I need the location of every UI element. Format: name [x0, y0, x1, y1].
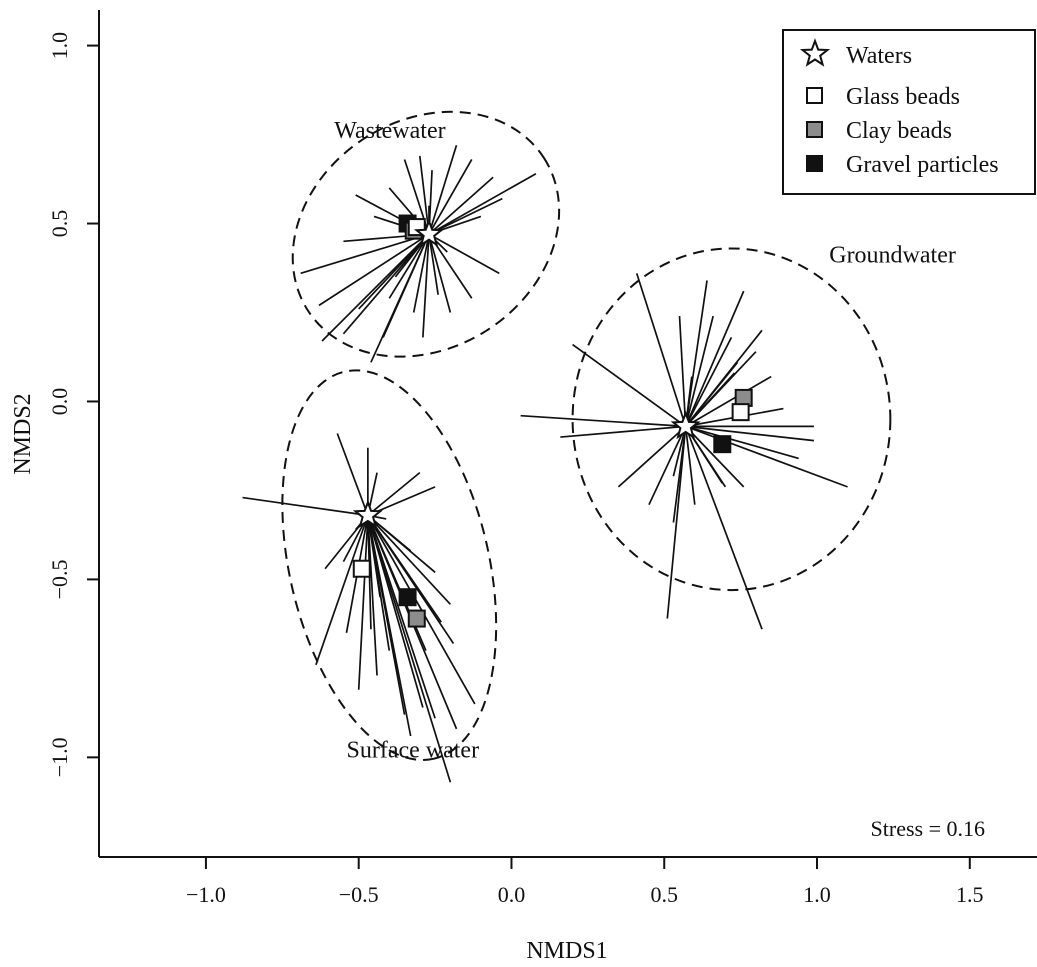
surface-water-spoke [242, 496, 368, 517]
surface-water-waters-star-marker [352, 499, 383, 529]
groundwater-spoke [684, 337, 733, 427]
legend-star-icon [799, 38, 831, 67]
spokes-layer [242, 144, 848, 783]
groundwater-spoke [678, 316, 687, 427]
groundwater-spoke [572, 343, 687, 428]
x-tick-label: 1.0 [803, 882, 831, 907]
surface-water-clay-beads-marker [407, 609, 426, 628]
wastewater-ellipse [291, 110, 561, 358]
groundwater-spoke [672, 426, 687, 523]
groundwater-spoke [685, 425, 815, 442]
surface-water-ellipse [281, 369, 498, 761]
centroids-layer [352, 214, 753, 628]
surface-water-spoke [367, 515, 427, 651]
wastewater-spoke [428, 159, 473, 235]
surface-water-spoke [367, 514, 451, 605]
groundwater-spoke [617, 425, 687, 488]
groundwater-spoke [685, 425, 848, 488]
wastewater-spoke [422, 234, 430, 338]
group-label-groundwater: Groundwater [829, 243, 956, 269]
wastewater-spoke [428, 197, 503, 235]
wastewater-spoke [382, 233, 430, 338]
groundwater-ellipse [571, 247, 892, 592]
groundwater-waters-star-marker [670, 410, 701, 440]
surface-water-spoke [367, 515, 412, 737]
legend-label-clay-beads: Clay beads [846, 118, 952, 144]
surface-water-spoke [357, 515, 369, 690]
groundwater-spoke [666, 426, 687, 619]
legend-star-shape [799, 38, 831, 67]
y-tick-label: 1.0 [47, 32, 72, 60]
y-tick-label: 0.5 [47, 210, 72, 238]
groundwater-spoke [684, 315, 714, 427]
x-tick-label: −0.5 [339, 882, 379, 907]
y-tick-label: 0.0 [47, 388, 72, 416]
wastewater-waters-star-marker [413, 218, 444, 247]
legend-label-waters: Waters [846, 43, 912, 69]
wastewater-spoke [428, 144, 458, 235]
wastewater-spoke [428, 176, 494, 235]
groundwater-spoke [520, 414, 686, 428]
groundwater-spoke [685, 375, 772, 428]
legend-label-glass-beads: Glass beads [846, 84, 960, 110]
legend-square-white-icon [806, 87, 823, 104]
surface-water-spoke [315, 515, 369, 666]
x-tick-label: 1.5 [956, 882, 984, 907]
wastewater-spoke [428, 233, 500, 275]
x-tick-label: 0.0 [498, 882, 526, 907]
wastewater-spoke [318, 233, 430, 307]
x-axis-title: NMDS1 [526, 938, 607, 964]
wastewater-spoke [428, 172, 537, 235]
groundwater-spoke [672, 426, 687, 477]
wastewater-spoke [428, 233, 452, 313]
wastewater-spoke [412, 234, 430, 313]
group-label-wastewater: Wastewater [334, 118, 445, 144]
groundwater-spoke [635, 273, 687, 427]
surface-water-spoke [367, 514, 442, 623]
groundwater-spoke [685, 425, 745, 488]
groundwater-spoke [684, 426, 696, 505]
y-tick-label: −1.0 [47, 737, 72, 777]
group-label-surface-water: Surface water [346, 737, 479, 763]
groundwater-spoke [648, 426, 687, 506]
groundwater-spoke [560, 425, 686, 438]
y-tick-label: −0.5 [47, 559, 72, 599]
surface-water-spoke [367, 515, 391, 651]
surface-water-glass-beads-marker [352, 559, 371, 578]
surface-water-gravel-particles-marker [398, 588, 417, 607]
surface-water-spoke [336, 433, 369, 516]
groundwater-gravel-particles-marker [713, 435, 732, 454]
ellipses-layer [281, 110, 892, 761]
axes-layer: −1.0 −0.5 0.0 0.5 1.0 1.5 −1.0 −0.5 0.0 0.5 1.0 [47, 10, 1037, 907]
x-tick-label: −1.0 [186, 882, 226, 907]
groundwater-spoke [685, 425, 799, 460]
y-axis-title: NMDS2 [10, 393, 36, 474]
wastewater-spoke [321, 233, 430, 342]
wastewater-spoke [342, 233, 430, 335]
surface-water-spoke [367, 515, 452, 783]
legend-square-gray-icon [806, 121, 823, 138]
legend-label-gravel-particles: Gravel particles [846, 152, 999, 178]
surface-water-spoke [367, 471, 421, 517]
wastewater-spoke [418, 155, 430, 235]
wastewater-spoke [428, 234, 439, 295]
stress-annotation: Stress = 0.16 [871, 816, 985, 841]
groundwater-spoke [684, 426, 763, 630]
legend-box [782, 29, 1036, 195]
groundwater-spoke [684, 290, 745, 427]
wastewater-spoke [300, 233, 430, 275]
groundwater-spoke [685, 372, 736, 427]
legend: Waters Glass beads Clay beads Gravel par… [782, 29, 1036, 195]
groundwater-glass-beads-marker [731, 403, 750, 422]
legend-square-black-icon [806, 155, 823, 172]
x-tick-label: 0.5 [650, 882, 678, 907]
